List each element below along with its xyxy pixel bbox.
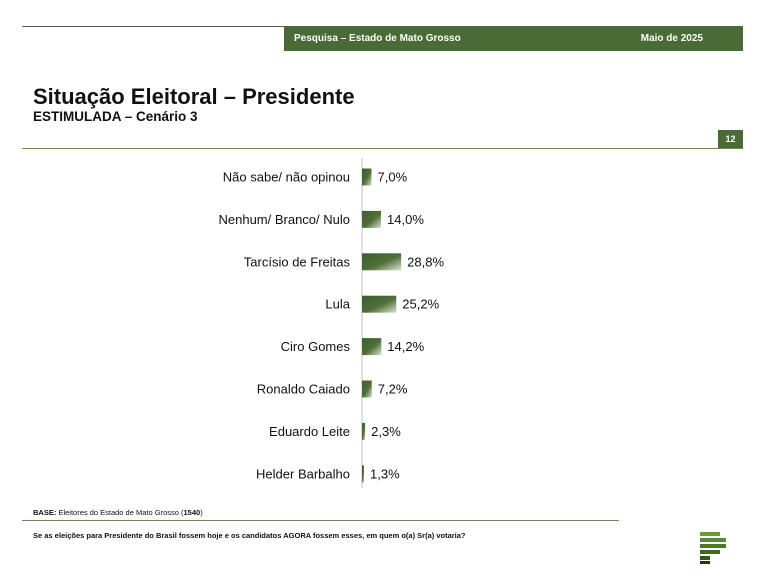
value-label: 28,8% xyxy=(407,254,444,269)
category-label: Lula xyxy=(325,297,350,312)
page-subtitle: ESTIMULADA – Cenário 3 xyxy=(33,109,198,124)
bar xyxy=(362,465,364,483)
value-label: 14,2% xyxy=(387,339,424,354)
value-label: 14,0% xyxy=(387,212,424,227)
category-label: Ronaldo Caiado xyxy=(257,382,350,397)
category-label: Eduardo Leite xyxy=(269,424,350,439)
bar xyxy=(362,380,372,398)
survey-question: Se as eleições para Presidente do Brasil… xyxy=(33,531,466,540)
bar xyxy=(362,168,372,186)
bar-chart: Não sabe/ não opinou 7,0% Nenhum/ Branco/ … xyxy=(218,158,444,488)
bar xyxy=(362,295,397,313)
value-label: 25,2% xyxy=(402,297,439,312)
base-note: BASE: Eleitores do Estado de Mato Grosso… xyxy=(33,508,203,517)
footer-divider xyxy=(22,520,619,521)
category-label: Não sabe/ não opinou xyxy=(223,170,350,185)
page-number: 12 xyxy=(718,130,743,148)
base-count: 1540 xyxy=(183,508,201,517)
bar xyxy=(362,422,366,440)
category-label: Helder Barbalho xyxy=(256,466,350,481)
bar xyxy=(362,253,402,271)
category-label: Nenhum/ Branco/ Nulo xyxy=(218,212,350,227)
page-title: Situação Eleitoral – Presidente xyxy=(33,84,355,109)
bar xyxy=(362,210,382,228)
value-label: 7,2% xyxy=(378,382,408,397)
category-label: Ciro Gomes xyxy=(281,339,351,354)
survey-title: Pesquisa – Estado de Mato Grosso xyxy=(294,33,461,44)
bar xyxy=(362,338,382,356)
header-bar: Pesquisa – Estado de Mato Grosso Maio de… xyxy=(284,26,743,51)
value-label: 7,0% xyxy=(378,170,408,185)
value-label: 1,3% xyxy=(370,466,400,481)
base-text: Eleitores do Estado de Mato Grosso xyxy=(58,508,179,517)
divider xyxy=(22,148,743,149)
brand-logo xyxy=(700,532,726,564)
base-label: BASE: xyxy=(33,508,57,517)
value-label: 2,3% xyxy=(371,424,401,439)
category-label: Tarcísio de Freitas xyxy=(244,254,351,269)
top-line xyxy=(22,26,284,27)
survey-date: Maio de 2025 xyxy=(640,33,703,44)
